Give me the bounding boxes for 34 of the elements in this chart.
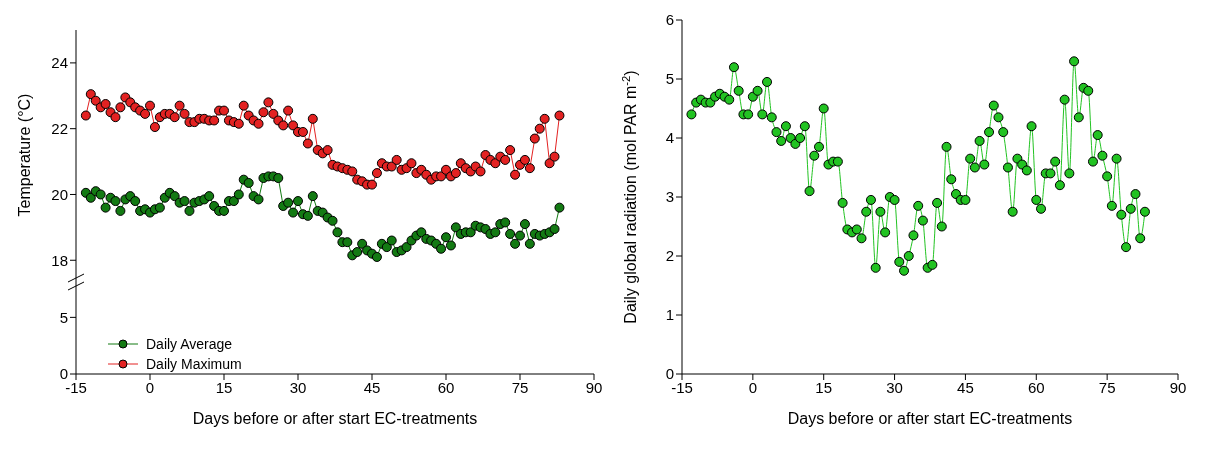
y-tick-label: 24 xyxy=(51,54,68,72)
x-tick-label: 75 xyxy=(1098,378,1116,396)
x-axis-title: Days before or after start EC-treatments xyxy=(787,410,1073,427)
x-tick-label: 15 xyxy=(215,378,233,396)
y-tick-label: 2 xyxy=(665,247,674,265)
x-tick-label: 15 xyxy=(815,378,833,396)
y-tick-label: 22 xyxy=(51,120,68,138)
y-axis-title: Temperature (°C) xyxy=(16,93,33,217)
x-tick-label: 0 xyxy=(145,378,155,396)
legend-label: Daily Maximum xyxy=(146,356,242,372)
y-tick-label: 3 xyxy=(665,188,674,206)
x-tick-label: 30 xyxy=(289,378,307,396)
x-tick-label: 90 xyxy=(585,378,603,396)
y-tick-label: 1 xyxy=(665,306,674,324)
y-tick-label: 0 xyxy=(665,365,674,383)
y-tick-label: 20 xyxy=(51,185,68,203)
x-axis-title: Days before or after start EC-treatments xyxy=(192,410,478,427)
y-tick-label: 4 xyxy=(665,129,674,147)
x-tick-label: 45 xyxy=(957,378,974,396)
x-tick-label: 0 xyxy=(748,378,758,396)
x-tick-label: 45 xyxy=(363,378,381,396)
x-tick-label: 30 xyxy=(886,378,903,396)
y-tick-label: 18 xyxy=(51,251,68,269)
x-tick-label: -15 xyxy=(65,378,87,396)
x-tick-label: -15 xyxy=(671,378,693,396)
y-tick-label: 0 xyxy=(59,365,68,383)
x-tick-label: 90 xyxy=(1169,378,1187,396)
x-tick-label: 60 xyxy=(1027,378,1045,396)
x-tick-label: 75 xyxy=(511,378,529,396)
y-tick-label: 5 xyxy=(665,70,674,88)
y-tick-label: 6 xyxy=(665,11,674,29)
x-tick-label: 60 xyxy=(437,378,455,396)
legend-label: Daily Average xyxy=(146,336,233,352)
y-tick-label: 5 xyxy=(59,308,68,326)
